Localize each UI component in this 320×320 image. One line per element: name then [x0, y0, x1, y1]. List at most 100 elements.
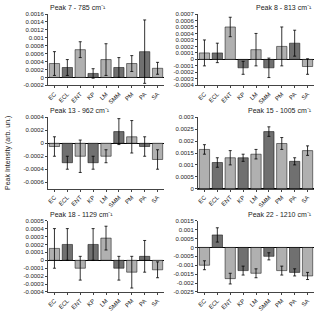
svg-text:0.003: 0.003 [179, 114, 195, 120]
svg-text:0.0002: 0.0002 [25, 127, 44, 133]
svg-text:KP: KP [236, 298, 246, 308]
svg-text:0.002: 0.002 [179, 138, 195, 144]
svg-text:KP: KP [86, 194, 96, 204]
svg-text:PA: PA [138, 91, 148, 101]
svg-text:0.0002: 0.0002 [175, 44, 194, 50]
svg-text:0.001: 0.001 [29, 35, 45, 41]
svg-text:ECL: ECL [208, 297, 221, 310]
svg-text:PM: PM [124, 91, 135, 102]
svg-text:SMM: SMM [108, 91, 122, 105]
svg-text:ENT: ENT [220, 298, 233, 311]
svg-text:0.001: 0.001 [179, 162, 195, 168]
svg-text:PM: PM [124, 194, 135, 205]
svg-text:PM: PM [124, 298, 135, 309]
svg-text:0.0002: 0.0002 [25, 242, 44, 248]
svg-text:-0.0002: -0.0002 [23, 82, 44, 88]
svg-text:PA: PA [288, 91, 298, 101]
svg-text:0.0005: 0.0005 [175, 24, 194, 30]
svg-text:-0.0004: -0.0004 [23, 289, 44, 295]
svg-text:0.0006: 0.0006 [25, 51, 44, 57]
svg-text:0: 0 [40, 140, 44, 146]
svg-text:SA: SA [150, 194, 160, 204]
svg-text:PM: PM [274, 194, 285, 205]
svg-text:-0.0015: -0.0015 [173, 271, 194, 277]
svg-text:0.0004: 0.0004 [25, 226, 44, 232]
svg-text:SMM: SMM [258, 194, 272, 208]
svg-text:0.0007: 0.0007 [175, 11, 194, 17]
svg-text:0.0006: 0.0006 [175, 18, 194, 24]
svg-text:ENT: ENT [220, 91, 233, 104]
svg-text:SA: SA [300, 91, 310, 101]
svg-text:-0.0004: -0.0004 [23, 166, 44, 172]
svg-text:SMM: SMM [108, 194, 122, 208]
svg-text:0.0003: 0.0003 [175, 37, 194, 43]
svg-text:Peak 7 - 785 cm⁻¹: Peak 7 - 785 cm⁻¹ [50, 4, 106, 11]
svg-text:0: 0 [40, 75, 44, 81]
svg-text:0.0004: 0.0004 [25, 114, 44, 120]
svg-text:ECL: ECL [58, 297, 71, 310]
svg-text:PA: PA [288, 298, 298, 308]
svg-text:LM: LM [249, 91, 259, 101]
svg-text:-0.001: -0.001 [177, 262, 195, 268]
svg-text:SA: SA [150, 298, 160, 308]
svg-text:Peak 18 - 1129 cm⁻¹: Peak 18 - 1129 cm⁻¹ [50, 211, 113, 218]
svg-text:0.0012: 0.0012 [25, 27, 44, 33]
svg-text:0.0005: 0.0005 [175, 174, 194, 180]
svg-text:-0.0002: -0.0002 [23, 273, 44, 279]
svg-text:ENT: ENT [70, 91, 83, 104]
svg-text:PM: PM [274, 298, 285, 309]
svg-text:ECL: ECL [208, 91, 221, 104]
svg-text:LM: LM [99, 91, 109, 101]
svg-text:0.0025: 0.0025 [175, 126, 194, 132]
svg-text:0: 0 [40, 257, 44, 263]
svg-text:Peak 22 - 1210 cm⁻¹: Peak 22 - 1210 cm⁻¹ [248, 211, 312, 218]
svg-text:-0.0025: -0.0025 [173, 289, 194, 295]
svg-text:ECL: ECL [58, 91, 71, 104]
svg-text:SA: SA [150, 91, 160, 101]
svg-text:EC: EC [197, 194, 208, 205]
svg-text:ECL: ECL [208, 194, 221, 207]
svg-text:0: 0 [190, 56, 194, 62]
svg-text:0: 0 [190, 245, 194, 251]
svg-text:-0.0002: -0.0002 [173, 69, 194, 75]
svg-text:EC: EC [197, 91, 208, 102]
svg-text:SA: SA [300, 298, 310, 308]
svg-text:Peak 15 - 1005 cm⁻¹: Peak 15 - 1005 cm⁻¹ [248, 107, 312, 114]
svg-text:SMM: SMM [108, 298, 122, 312]
svg-text:-0.0001: -0.0001 [173, 63, 194, 69]
svg-text:-0.0002: -0.0002 [23, 153, 44, 159]
svg-text:-0.0004: -0.0004 [173, 82, 194, 88]
svg-text:0.0002: 0.0002 [25, 67, 44, 73]
svg-text:SA: SA [300, 194, 310, 204]
svg-text:-0.0005: -0.0005 [173, 253, 194, 259]
svg-text:Peak Intensity (arb. un.): Peak Intensity (arb. un.) [4, 116, 12, 190]
svg-text:0.0003: 0.0003 [25, 234, 44, 240]
svg-text:LM: LM [249, 194, 259, 204]
svg-text:ENT: ENT [70, 194, 83, 207]
svg-text:0.0015: 0.0015 [175, 150, 194, 156]
svg-text:0.0001: 0.0001 [175, 50, 194, 56]
svg-text:PA: PA [138, 298, 148, 308]
svg-text:KP: KP [86, 298, 96, 308]
svg-text:KP: KP [236, 194, 246, 204]
svg-text:ENT: ENT [70, 298, 83, 311]
svg-text:0.0015: 0.0015 [175, 218, 194, 224]
svg-text:0.0005: 0.0005 [25, 218, 44, 224]
svg-text:SMM: SMM [258, 298, 272, 312]
svg-text:0: 0 [190, 186, 194, 192]
svg-text:0.0014: 0.0014 [25, 19, 44, 25]
svg-text:PA: PA [288, 194, 298, 204]
svg-text:LM: LM [249, 298, 259, 308]
svg-text:ENT: ENT [220, 194, 233, 207]
svg-text:LM: LM [99, 298, 109, 308]
svg-text:0.0004: 0.0004 [25, 59, 44, 65]
svg-text:EC: EC [47, 297, 58, 308]
svg-text:EC: EC [47, 194, 58, 205]
svg-text:Peak 13 - 962 cm⁻¹: Peak 13 - 962 cm⁻¹ [50, 107, 110, 114]
svg-text:-0.0003: -0.0003 [173, 76, 194, 82]
svg-text:0.001: 0.001 [179, 227, 195, 233]
svg-text:0.0005: 0.0005 [175, 236, 194, 242]
svg-text:-0.002: -0.002 [177, 280, 195, 286]
svg-text:Peak 8 - 813 cm⁻¹: Peak 8 - 813 cm⁻¹ [256, 4, 312, 11]
svg-text:0.0004: 0.0004 [175, 31, 194, 37]
